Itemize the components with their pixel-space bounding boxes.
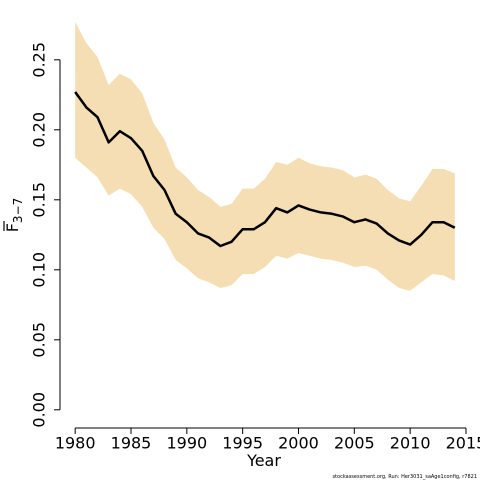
y-subscript: 3−7 [11,198,25,223]
x-tick-label: 2000 [278,434,319,453]
x-tick-label: 2015 [446,434,480,453]
x-tick-label: 2005 [334,434,375,453]
estimate-line [74,91,456,248]
y-tick-label: 0.25 [30,42,49,78]
x-tick-label: 1985 [111,434,152,453]
y-tick-label: 0.00 [30,392,49,428]
y-tick-label: 0.20 [30,112,49,148]
x-tick-label: 1995 [222,434,263,453]
y-axis-label-symbol: F3−7 [3,198,25,233]
y-symbol: F [3,223,22,232]
x-tick-label: 2010 [390,434,431,453]
x-tick-label: 1990 [166,434,207,453]
y-tick-label: 0.10 [30,252,49,288]
y-tick-label: 0.05 [30,322,49,358]
y-tick-label: 0.15 [30,182,49,218]
x-axis-label: Year [246,451,281,470]
footnote: stockassessment.org, Run: Her3031_saAge1… [332,474,477,480]
y-axis-label: F3−7 [3,198,25,233]
confidence-band [75,22,455,291]
x-tick-label: 1980 [55,434,96,453]
